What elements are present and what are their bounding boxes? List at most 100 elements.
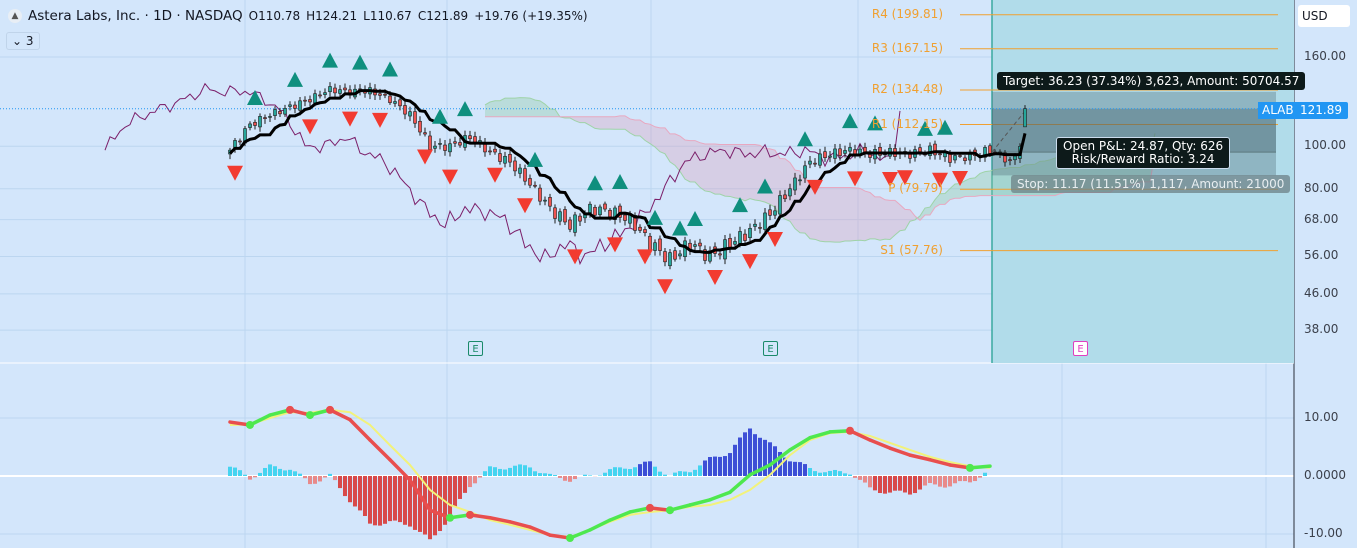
histogram-bar (613, 467, 617, 476)
symbol-title[interactable]: Astera Labs, Inc. · 1D · NASDAQ (28, 8, 243, 24)
candle-body (838, 148, 842, 157)
candle (963, 155, 967, 165)
oscillator-line-segment (508, 520, 532, 529)
candle (438, 138, 442, 150)
histogram-bar (278, 468, 282, 476)
buy-signal-triangle-icon (672, 220, 688, 236)
ichimoku-cloud-segment (980, 171, 985, 196)
histogram-bar (373, 476, 377, 526)
candle-body (443, 144, 447, 151)
histogram-bar (793, 461, 797, 476)
histogram-bar (258, 472, 262, 476)
candle (1003, 150, 1007, 167)
candle-body (308, 99, 312, 103)
ichimoku-cloud-segment (765, 148, 770, 205)
sell-signal-triangle-icon (567, 249, 583, 265)
candle (693, 240, 697, 252)
candle (643, 226, 647, 237)
histogram-bar (543, 473, 547, 476)
ichimoku-cloud-segment (860, 188, 865, 241)
candle-body (733, 241, 737, 245)
ichimoku-cloud-segment (650, 124, 655, 147)
histogram-bar (353, 476, 357, 507)
histogram-bar (623, 468, 627, 476)
ichimoku-cloud-segment (800, 170, 805, 234)
candle (833, 144, 837, 164)
histogram-bar (298, 473, 302, 476)
buy-signal-triangle-icon (587, 175, 603, 191)
ichimoku-cloud-segment (590, 116, 595, 129)
price-axis-label: 56.00 (1304, 248, 1339, 263)
histogram-bar (803, 464, 807, 476)
ichimoku-cloud-segment (910, 209, 915, 222)
cross-dot (246, 420, 254, 429)
histogram-bar (858, 476, 862, 480)
candle (443, 140, 447, 156)
histogram-bar (253, 476, 257, 478)
candle-body (528, 178, 532, 186)
ichimoku-cloud-segment (905, 209, 910, 230)
sell-signal-triangle-icon (302, 119, 318, 135)
sell-signal-triangle-icon (807, 179, 823, 195)
candle (743, 229, 747, 244)
candle-body (808, 160, 812, 165)
histogram-bar (588, 475, 592, 476)
candle (823, 146, 827, 162)
candle-body (848, 147, 852, 152)
candle (1008, 156, 1012, 166)
position-target-label: Target: 36.23 (37.34%) 3,623, Amount: 50… (997, 72, 1306, 90)
position-pnl-label: Open P&L: 24.87, Qty: 626 Risk/Reward Rat… (1056, 137, 1231, 169)
candle (273, 106, 277, 120)
ichimoku-cloud-segment (675, 133, 680, 172)
histogram-bar (303, 476, 307, 479)
sell-signal-triangle-icon (637, 249, 653, 265)
ichimoku-cloud-segment (720, 144, 725, 197)
ichimoku-cloud-segment (700, 142, 705, 191)
earnings-marker-icon[interactable]: E (763, 341, 778, 356)
ichimoku-cloud-segment (900, 204, 905, 231)
histogram-bar (933, 476, 937, 485)
histogram-bar (903, 476, 907, 493)
histogram-bar (743, 432, 747, 476)
earnings-marker-icon[interactable]: E (1073, 341, 1088, 356)
candle-body (983, 147, 987, 158)
high-value: 124.21 (315, 9, 358, 23)
candle (573, 211, 577, 237)
candle (413, 106, 417, 128)
ichimoku-cloud-segment (595, 116, 600, 130)
earnings-marker-icon[interactable]: E (468, 341, 483, 356)
candle (333, 83, 337, 99)
ichimoku-cloud-segment (965, 178, 970, 197)
candle (763, 207, 767, 235)
candle-body (673, 250, 677, 260)
ichimoku-cloud-segment (670, 133, 675, 166)
histogram-bar (488, 466, 492, 476)
histogram-bar (943, 476, 947, 488)
currency-selector[interactable]: USD (1298, 5, 1350, 27)
ichimoku-cloud-segment (530, 98, 535, 117)
price-axis-label: 46.00 (1304, 285, 1339, 300)
candle-body (963, 157, 967, 161)
histogram-bar (343, 476, 347, 497)
cross-dot (566, 534, 574, 543)
candle (518, 163, 522, 179)
candle (468, 130, 472, 144)
oscillator-axis-label: 0.0000 (1304, 468, 1346, 482)
candle-body (338, 89, 342, 94)
ichimoku-cloud-segment (705, 144, 710, 192)
ichimoku-cloud-segment (755, 144, 760, 201)
indicators-toggle-button[interactable]: ⌄ 3 (6, 32, 40, 50)
candle (1023, 105, 1027, 128)
sell-signal-triangle-icon (487, 167, 503, 183)
histogram-bar (783, 457, 787, 476)
candle-body (498, 153, 502, 162)
open-label: O (248, 9, 259, 23)
ichimoku-cloud-segment (955, 183, 960, 199)
histogram-bar (813, 471, 817, 476)
ichimoku-cloud-segment (520, 97, 525, 117)
candle (433, 141, 437, 153)
histogram-bar (433, 476, 437, 536)
ichimoku-cloud-segment (845, 187, 850, 242)
candle (253, 119, 257, 130)
candle-body (958, 155, 962, 157)
